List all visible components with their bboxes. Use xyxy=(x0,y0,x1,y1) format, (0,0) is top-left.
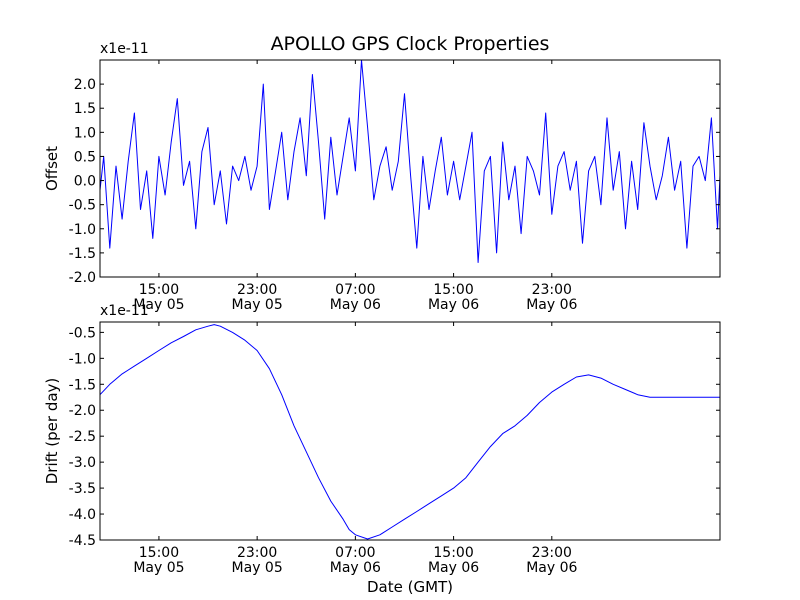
y-axis-label: Drift (per day) xyxy=(43,378,61,485)
axis-exponent-label: x1e-11 xyxy=(100,41,149,57)
y-tick-label: -1.5 xyxy=(69,377,96,393)
drift-chart-panel: -4.5 -4.0 -3.5 -3.0 -2.5 -2.0 -1.5 -1.0 -0.5 15:0… xyxy=(43,303,721,576)
y-tick-label: -2.5 xyxy=(69,429,96,445)
x-tick-label-date: May 06 xyxy=(526,297,577,313)
y-tick-label: 1.0 xyxy=(74,125,96,141)
x-tick-label-date: May 06 xyxy=(330,560,381,576)
x-tick-label-time: 15:00 xyxy=(139,282,179,298)
x-tick-label-date: May 06 xyxy=(526,560,577,576)
x-tick-label-time: 23:00 xyxy=(532,282,572,298)
y-tick-label: -3.5 xyxy=(69,481,96,497)
y-axis-label: Offset xyxy=(43,146,61,191)
axis-exponent-label: x1e-11 xyxy=(100,303,149,319)
x-tick-label-time: 23:00 xyxy=(237,282,277,298)
y-tick-label: -1.5 xyxy=(69,246,96,262)
offset-chart-panel: -2.0-1.5-1.0-0.50.00.51.01.52.015:00May … xyxy=(43,41,721,313)
x-tick-label-date: May 06 xyxy=(428,560,479,576)
y-tick-label: -2.0 xyxy=(69,270,96,286)
axes-frame xyxy=(99,321,721,541)
axes-frame xyxy=(99,59,721,278)
chart-title: APOLLO GPS Clock Properties xyxy=(271,33,550,55)
x-tick-label-date: May 06 xyxy=(330,297,381,313)
x-tick-label-time: 23:00 xyxy=(237,545,277,561)
y-tick-label: -1.0 xyxy=(69,351,96,367)
series-line-offset xyxy=(99,59,721,263)
x-tick-label-time: 23:00 xyxy=(532,545,572,561)
y-tick-label: -0.5 xyxy=(69,325,96,341)
y-tick-label: -4.0 xyxy=(69,507,96,523)
y-tick-label: 2.0 xyxy=(74,77,96,93)
x-tick-label-date: May 05 xyxy=(133,560,184,576)
x-tick-label-time: 15:00 xyxy=(433,545,473,561)
x-tick-label-date: May 05 xyxy=(232,560,283,576)
y-tick-label: 0.5 xyxy=(74,149,96,165)
y-tick-label: 0.0 xyxy=(74,174,96,190)
y-tick-label: -4.5 xyxy=(69,533,96,549)
x-tick-label-time: 07:00 xyxy=(335,282,375,298)
y-tick-label: -0.5 xyxy=(69,198,96,214)
y-tick-label: -2.0 xyxy=(69,403,96,419)
y-tick-label: 1.5 xyxy=(74,101,96,117)
series-line-drift xyxy=(99,324,720,540)
x-tick-label-time: 15:00 xyxy=(433,282,473,298)
x-tick-label-time: 07:00 xyxy=(335,545,375,561)
y-tick-label: -3.0 xyxy=(69,455,96,471)
x-tick-label-time: 15:00 xyxy=(139,545,179,561)
x-tick-label-date: May 06 xyxy=(428,297,479,313)
y-tick-label: -1.0 xyxy=(69,222,96,238)
x-tick-label-date: May 05 xyxy=(133,297,184,313)
x-axis-label: Date (GMT) xyxy=(367,578,453,596)
x-tick-label-date: May 05 xyxy=(232,297,283,313)
